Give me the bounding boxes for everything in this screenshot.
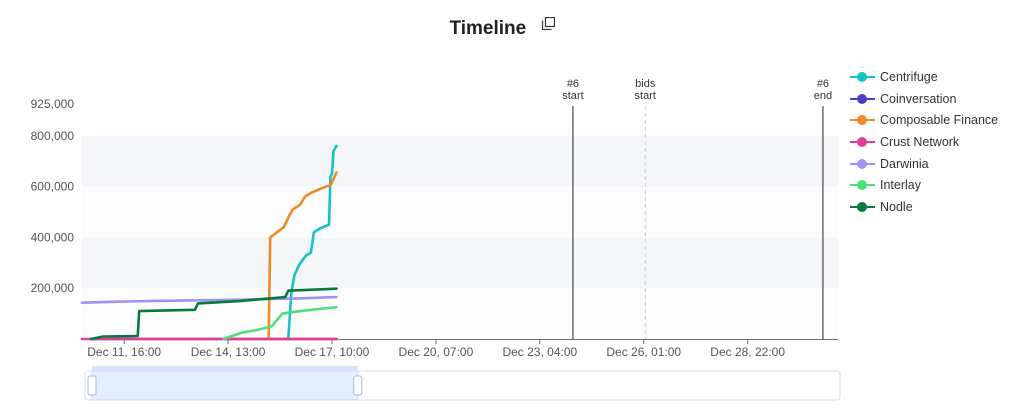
legend-label: Darwinia [880,156,929,171]
legend-item[interactable]: Composable Finance [850,109,998,131]
legend-item[interactable]: Centrifuge [850,66,998,88]
y-tick-label: 800,000 [31,129,75,143]
marker-label-bottom: end [814,90,832,102]
legend-label: Coinversation [880,91,957,106]
series-line-darwinia [80,295,338,305]
y-tick-label: 200,000 [31,281,75,295]
x-tick-label: Dec 17, 10:00 [295,345,370,359]
legend-item[interactable]: Coinversation [850,88,998,110]
x-tick-label: Dec 20, 07:00 [399,345,474,359]
zoom-handle-right[interactable] [353,375,363,396]
legend-swatch [850,70,875,84]
y-tick-label: 600,000 [31,180,75,194]
legend-label: Interlay [880,178,921,193]
legend-swatch [850,157,875,171]
x-tick-label: Dec 26, 01:00 [606,345,681,359]
grid-band [82,135,838,187]
legend-item[interactable]: Interlay [850,174,998,196]
legend-swatch [850,178,875,192]
marker-label-top: bids [635,78,656,90]
legend-label: Centrifuge [880,69,938,84]
chart-legend: Centrifuge Coinversation Composable Financ… [850,66,998,218]
legend-swatch [850,113,875,127]
zoom-move-handle [92,366,358,371]
marker-label-bottom: start [635,90,656,102]
y-tick-label: 925,000 [31,97,75,111]
data-zoom-slider[interactable] [84,366,841,401]
grid-band [82,186,838,238]
marker-label-top: #6 [817,78,829,90]
legend-item[interactable]: Crust Network [850,131,998,153]
x-tick-label: Dec 23, 04:00 [502,345,577,359]
copy-icon[interactable] [541,17,555,30]
series-line-composable-finance [267,171,338,341]
series-line-nodle [89,287,338,341]
x-tick-label: Dec 11, 16:00 [87,345,161,359]
zoom-selected-range [91,370,359,401]
legend-swatch [850,92,875,106]
zoom-track [84,370,841,401]
x-tick-label: Dec 14, 13:00 [191,345,266,359]
legend-label: Nodle [880,199,913,214]
y-tick-label: 400,000 [31,230,75,244]
chart-title-text: Timeline [449,18,527,39]
legend-item[interactable]: Nodle [850,196,998,218]
series-line-interlay [222,305,338,341]
marker-label-bottom: start [562,90,583,102]
x-tick-label: Dec 28, 22:00 [710,345,785,359]
series-line-centrifuge [286,144,338,341]
grid-band [82,237,838,289]
legend-label: Composable Finance [880,113,999,128]
grid-band [82,288,838,339]
zoom-handle-left[interactable] [87,375,97,396]
marker-label-top: #6 [567,78,579,90]
chart-title: Timeline [0,17,1004,40]
legend-swatch [850,200,875,214]
legend-label: Crust Network [880,134,960,149]
legend-item[interactable]: Darwinia [850,153,998,175]
legend-swatch [850,135,875,149]
